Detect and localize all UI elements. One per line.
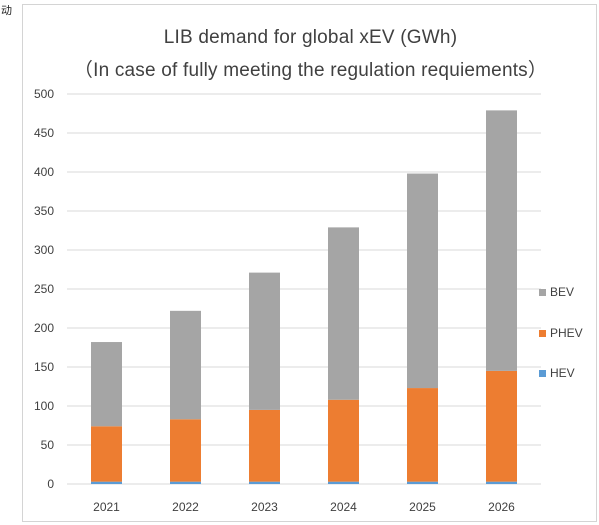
bar-hev-2026: [486, 481, 517, 484]
legend-label-bev: BEV: [550, 285, 574, 299]
legend-swatch-bev: [539, 289, 546, 296]
y-tick-label: 450: [34, 126, 54, 140]
bar-bev-2024: [328, 227, 359, 400]
corner-fragment-text: 动: [1, 5, 12, 17]
bar-bev-2025: [407, 173, 438, 389]
bar-bev-2021: [91, 342, 122, 427]
y-tick-label: 150: [34, 360, 54, 374]
bar-phev-2023: [249, 409, 280, 482]
y-tick-label: 300: [34, 243, 54, 257]
y-tick-label: 400: [34, 165, 54, 179]
bar-phev-2026: [486, 370, 517, 482]
bar-chart-canvas: 0 50 100 150 200 250 300 350 400 450 500 2021 2022 20…: [34, 87, 583, 514]
y-tick-label: 0: [47, 477, 54, 491]
bar-bev-2026: [486, 110, 517, 371]
legend-swatch-phev: [539, 330, 546, 337]
chart-title: LIB demand for global xEV (GWh): [163, 27, 458, 48]
chart-subtitle: （In case of fully meeting the regulation…: [73, 60, 548, 81]
bar-bev-2022: [170, 310, 201, 420]
bar-hev-2021: [91, 481, 122, 484]
y-tick-label: 350: [34, 204, 54, 218]
y-tick-label: 50: [41, 438, 55, 452]
bar-hev-2022: [170, 481, 201, 484]
bar-phev-2024: [328, 399, 359, 482]
y-tick-label: 500: [34, 87, 54, 101]
bar-phev-2022: [170, 419, 201, 482]
legend-label-phev: PHEV: [550, 326, 583, 340]
x-tick-label: 2026: [488, 500, 515, 514]
bar-hev-2024: [328, 481, 359, 484]
bar-phev-2025: [407, 388, 438, 482]
y-tick-label: 100: [34, 399, 54, 413]
legend-swatch-hev: [539, 370, 546, 377]
x-tick-label: 2025: [409, 500, 436, 514]
bar-phev-2021: [91, 426, 122, 482]
x-tick-label: 2021: [93, 500, 120, 514]
bar-hev-2023: [249, 481, 280, 484]
y-tick-label: 250: [34, 282, 54, 296]
bar-bev-2023: [249, 272, 280, 410]
x-tick-label: 2022: [172, 500, 199, 514]
bar-hev-2025: [407, 481, 438, 484]
legend-label-hev: HEV: [550, 366, 575, 380]
chart-frame: LIB demand for global xEV (GWh) （In case…: [22, 4, 597, 522]
y-tick-label: 200: [34, 321, 54, 335]
x-tick-label: 2024: [330, 500, 357, 514]
x-tick-label: 2023: [251, 500, 278, 514]
